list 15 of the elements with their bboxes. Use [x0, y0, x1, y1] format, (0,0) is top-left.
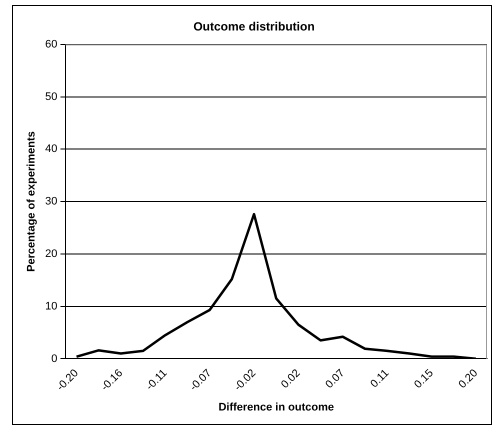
x-tick-label: -0.11	[144, 367, 170, 393]
x-axis-title: Difference in outcome	[218, 401, 334, 414]
y-tick-label: 20	[45, 248, 58, 260]
x-tick-label: 0.15	[412, 367, 436, 391]
x-tick-label: 0.11	[368, 367, 392, 390]
y-tick-label: 40	[45, 143, 58, 156]
y-tick-label: 30	[45, 196, 58, 208]
chart-title: Outcome distribution	[193, 20, 315, 34]
y-tick-label: 0	[51, 352, 58, 365]
y-tick-label: 10	[45, 300, 58, 312]
x-tick-label: 0.02	[279, 367, 303, 391]
x-tick-label: 0.20	[456, 367, 480, 391]
y-axis-title: Percentage of experiments	[26, 131, 38, 272]
y-tick-label: 50	[45, 90, 58, 103]
y-tick-label: 60	[45, 38, 58, 50]
